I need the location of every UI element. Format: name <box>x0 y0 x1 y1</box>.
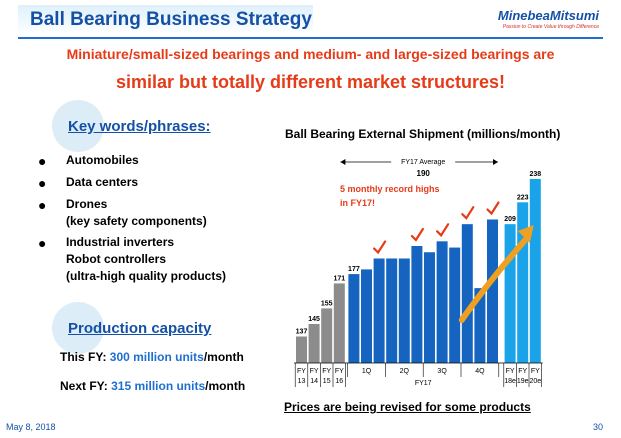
bar-value-label: 171 <box>333 275 345 282</box>
growth-arrow-icon <box>458 234 531 323</box>
x-tick-label: 14 <box>310 378 318 385</box>
quarter-label: 4Q <box>475 368 485 375</box>
record-highs-annotation: 5 monthly record highs <box>340 184 440 194</box>
bullet-icon: ● <box>38 175 47 191</box>
keyword-item: Data centers <box>66 175 139 189</box>
bars-group <box>296 178 541 363</box>
quarter-label: 1Q <box>362 368 372 375</box>
bar-value-label: 238 <box>529 171 541 178</box>
quarter-label: 2Q <box>400 368 410 375</box>
average-label-bg <box>391 156 456 166</box>
check-mark-icon <box>461 206 475 220</box>
record-highs-annotation: in FY17! <box>340 198 375 208</box>
footer-date: May 8, 2018 <box>6 422 56 432</box>
keywords-circle-decoration <box>52 100 104 152</box>
monthly-bar <box>386 258 398 363</box>
x-tick-label: 13 <box>298 378 306 385</box>
bar-value-label: 209 <box>504 216 516 223</box>
monthly-bar <box>436 241 448 363</box>
annual-bar <box>308 324 320 363</box>
annual-bar <box>321 308 333 363</box>
average-arrow-left <box>340 159 346 165</box>
this-fy-capacity: This FY: 300 million units/month <box>60 350 244 364</box>
monthly-bar <box>373 258 385 363</box>
subtitle-line-2: similar but totally different market str… <box>115 72 506 92</box>
bullet-icon: ● <box>38 197 47 213</box>
average-arrow-right <box>493 159 498 165</box>
monthly-bar <box>348 274 360 363</box>
check-mark-icon <box>410 227 424 242</box>
header-divider <box>18 37 603 39</box>
x-tick-label: 20e <box>529 378 541 385</box>
check-mark-icon <box>436 223 450 238</box>
bar-value-label: 137 <box>296 328 308 335</box>
keyword-item: Automobiles <box>66 153 139 167</box>
bullet-icon: ● <box>38 235 47 251</box>
keyword-item: Drones (key safety components) <box>66 197 207 228</box>
x-tick-label: 16 <box>335 378 343 385</box>
x-tick-label: FY <box>531 368 540 375</box>
keyword-item: Industrial inverters Robot controllers (… <box>66 235 226 283</box>
annual-bar <box>333 283 345 363</box>
x-tick-label: FY <box>335 368 344 375</box>
x-tick-label: FY <box>506 368 515 375</box>
growth-arrow-head <box>517 225 534 243</box>
subtitle-line-1: Miniature/small-sized bearings and mediu… <box>66 46 555 62</box>
bar-value-label: 177 <box>348 266 360 273</box>
quarter-label: 3Q <box>437 368 447 375</box>
x-tick-label: FY <box>297 368 306 375</box>
bar-value-label: 145 <box>308 316 320 323</box>
check-mark-icon <box>373 240 387 255</box>
monthly-bar <box>487 219 498 363</box>
monthly-bar <box>461 224 473 363</box>
production-heading: Production capacity <box>68 320 212 337</box>
x-tick-label: FY <box>310 368 319 375</box>
check-mark-icon <box>486 201 500 216</box>
average-value: 190 <box>417 169 431 178</box>
x-tick-label: 15 <box>323 378 331 385</box>
title-background <box>18 5 313 35</box>
next-fy-capacity: Next FY: 315 million units/month <box>60 379 246 393</box>
monthly-bar <box>411 246 423 363</box>
bullet-icon: ● <box>38 153 47 169</box>
fy17-group-label: FY17 <box>415 380 432 387</box>
x-tick-label: FY <box>518 368 527 375</box>
average-label: FY17 Average <box>401 159 445 166</box>
bar-value-label: 223 <box>517 194 529 201</box>
x-tick-label: 19e <box>517 378 529 385</box>
est-bar <box>529 178 541 363</box>
keywords-heading: Key words/phrases: <box>68 118 211 135</box>
monthly-bar <box>398 258 410 363</box>
page-number: 30 <box>593 422 604 432</box>
monthly-bar <box>361 269 372 363</box>
company-logo: MinebeaMitsumi <box>497 8 599 23</box>
company-tagline: Passion to Create Value through Differen… <box>502 24 599 30</box>
est-bar <box>517 202 529 363</box>
page-title: Ball Bearing Business Strategy <box>30 9 312 30</box>
monthly-bar <box>474 288 486 363</box>
monthly-bar <box>449 247 461 363</box>
bar-value-label: 155 <box>321 300 333 307</box>
chart-title: Ball Bearing External Shipment (millions… <box>285 127 561 141</box>
production-circle-decoration <box>52 302 104 354</box>
x-tick-label: FY <box>322 368 331 375</box>
annual-bar <box>296 336 307 363</box>
annotations-group: FY17 Average 190 5 monthly record highs in … <box>340 156 534 323</box>
x-tick-label: 18e <box>504 378 516 385</box>
monthly-bar <box>424 252 435 363</box>
prices-note: Prices are being revised for some produc… <box>284 400 531 414</box>
est-bar <box>504 224 516 363</box>
